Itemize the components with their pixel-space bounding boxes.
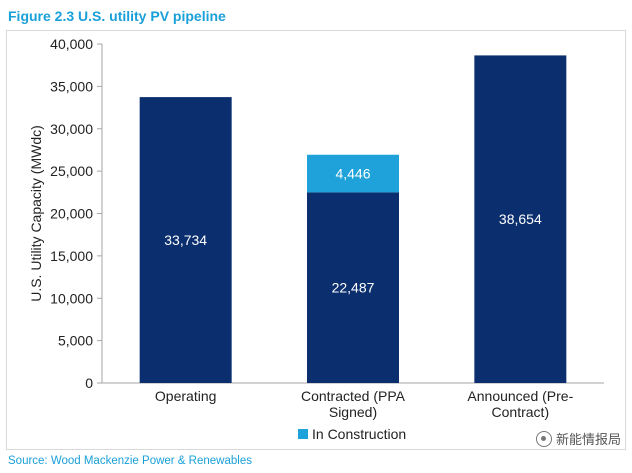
y-tick-label: 35,000 — [50, 78, 93, 94]
x-tick-label: Signed) — [329, 404, 377, 420]
data-label: 38,654 — [499, 211, 542, 227]
y-tick-label: 20,000 — [50, 206, 93, 222]
y-tick-label: 40,000 — [50, 36, 93, 52]
y-tick-label: 5,000 — [58, 333, 93, 349]
legend-label: In Construction — [312, 426, 406, 442]
watermark: 新能情报局 — [532, 428, 624, 449]
watermark-text: 新能情报局 — [555, 433, 621, 448]
bar-segment — [307, 154, 399, 193]
y-tick-label: 30,000 — [50, 121, 93, 137]
data-label: 33,734 — [164, 232, 207, 248]
bar-segment — [139, 97, 232, 384]
x-tick-label: Operating — [155, 388, 216, 404]
y-tick-label: 15,000 — [50, 248, 93, 264]
y-tick-label: 0 — [85, 375, 93, 391]
y-axis-title: U.S. Utility Capacity (MWdc) — [28, 125, 44, 302]
bar-chart: 0 5,000 10,000 15,000 20,000 25,000 30,000 35,0… — [28, 36, 604, 442]
data-label: 4,446 — [335, 166, 370, 182]
data-label: 22,487 — [332, 280, 375, 296]
chart-panel — [6, 30, 626, 450]
y-tick-label: 25,000 — [50, 163, 93, 179]
x-tick-label: Contracted (PPA — [301, 388, 406, 404]
legend-swatch — [298, 429, 308, 439]
figure-title: Figure 2.3 U.S. utility PV pipeline — [8, 8, 226, 24]
y-tick-label: 10,000 — [50, 290, 93, 306]
source-note: Source: Wood Mackenzie Power & Renewable… — [8, 455, 252, 467]
bar-segment — [474, 55, 567, 383]
x-tick-label: Contract) — [492, 404, 550, 420]
bar-segment — [307, 192, 399, 383]
x-tick-label: Announced (Pre- — [467, 388, 573, 404]
wechat-icon — [535, 430, 552, 447]
